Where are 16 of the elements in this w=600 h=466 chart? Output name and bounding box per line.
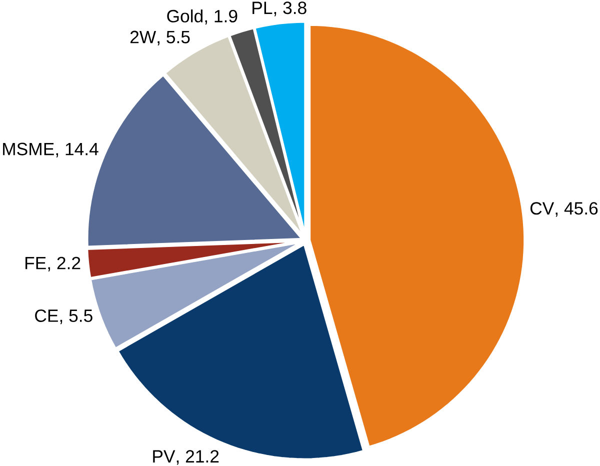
data-label: , 5.5 bbox=[60, 309, 92, 324]
data-label: , 5.5 bbox=[158, 30, 190, 46]
data-label: , 21.2 bbox=[176, 450, 219, 465]
data-label: , 1.9 bbox=[205, 10, 238, 24]
slice-label: CE bbox=[35, 309, 58, 322]
slice-label: PL bbox=[252, 2, 272, 14]
data-label: , 3.8 bbox=[274, 1, 306, 16]
slice-label: CV bbox=[530, 202, 554, 214]
slice-label: 2W bbox=[130, 30, 156, 43]
data-label: , 2.2 bbox=[48, 256, 80, 272]
slice-label: FE bbox=[26, 256, 46, 270]
slice-label: PV bbox=[153, 450, 176, 462]
slice-label: Gold bbox=[167, 9, 202, 22]
data-label: , 45.6 bbox=[556, 202, 598, 217]
slice-label: MSME bbox=[3, 142, 54, 156]
data-label: , 14.4 bbox=[56, 142, 98, 158]
